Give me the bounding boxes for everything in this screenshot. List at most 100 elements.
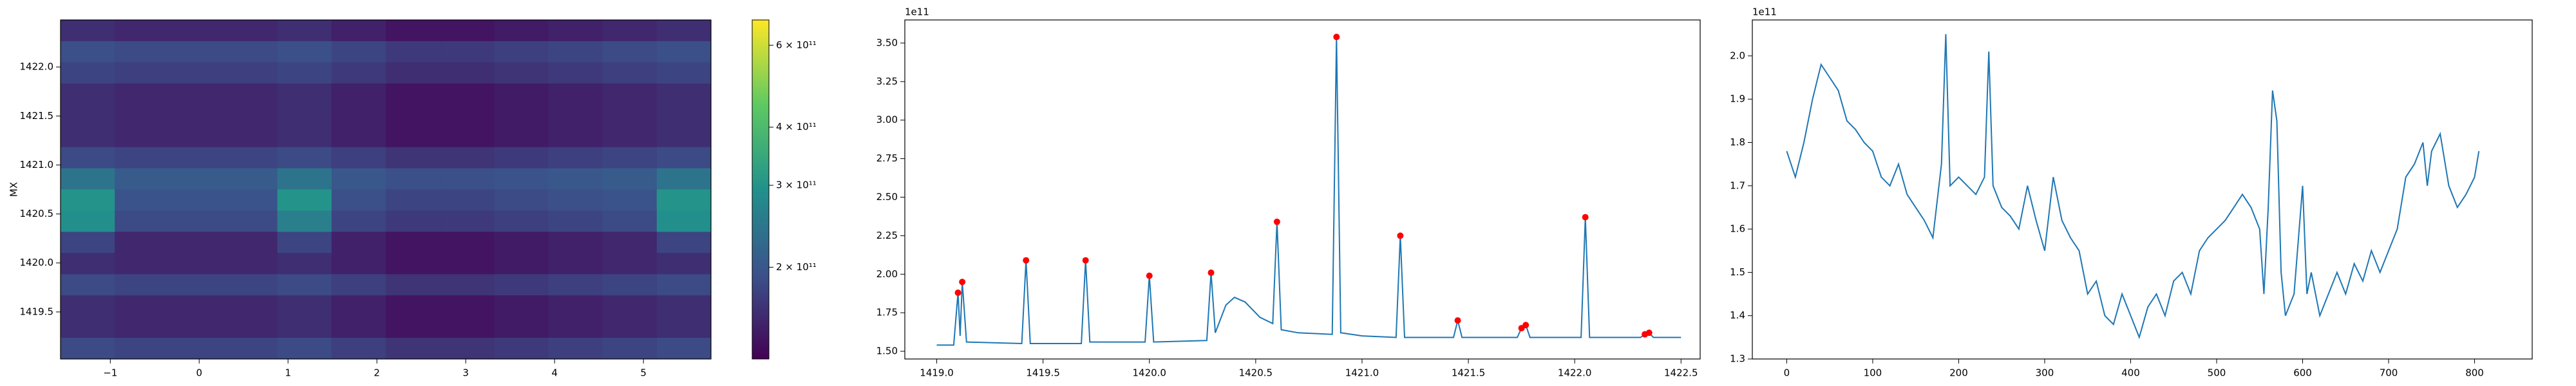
x-tick-label: 1419.5 [1026, 367, 1060, 379]
heatmap-cell [602, 295, 658, 317]
heatmap-cell [61, 104, 115, 127]
heatmap-cell [115, 168, 169, 190]
heatmap-cell [494, 41, 549, 63]
heatmap-cell [277, 317, 332, 338]
x-tick-label: 1421.5 [1452, 367, 1486, 379]
heatmap-cell [656, 125, 712, 148]
heatmap-cell [548, 20, 603, 42]
peak-marker [1397, 232, 1404, 239]
heatmap-cell [440, 168, 495, 190]
heatmap-cell [494, 253, 549, 275]
heatmap-cell [331, 189, 386, 211]
heatmap-cell [440, 295, 495, 317]
heatmap-cell [223, 338, 278, 360]
heatmap-cell [548, 295, 603, 317]
heatmap-cell [656, 168, 712, 190]
heatmap-cell [386, 189, 440, 211]
heatmap-cell [386, 125, 440, 148]
heatmap-cell [440, 338, 495, 360]
y-tick-label: 1.5 [1730, 266, 1745, 278]
heatmap-cell [602, 83, 658, 106]
heatmap-cell [331, 147, 386, 169]
heatmap-cell [223, 62, 278, 84]
heatmap-cell [115, 317, 169, 338]
y-tick-label: 2.25 [876, 230, 898, 241]
heatmap-cell [115, 41, 169, 63]
heatmap-cell [602, 189, 658, 211]
heatmap-cell [223, 147, 278, 169]
colorbar-tick-label: 2 × 10¹¹ [776, 261, 817, 273]
axes-frame [904, 19, 1701, 360]
heatmap-cell [494, 295, 549, 317]
heatmap-cell [277, 104, 332, 127]
heatmap-cell [548, 104, 603, 127]
heatmap-cell [169, 104, 223, 127]
heatmap-cell [115, 274, 169, 296]
heatmap-cell [169, 210, 223, 232]
peak-marker [1146, 272, 1153, 279]
heatmap-cell [331, 317, 386, 338]
x-tick-label: 1421.0 [1345, 367, 1379, 379]
heatmap-cell [331, 62, 386, 84]
heatmap-cell [386, 210, 440, 232]
peak-marker [1208, 269, 1215, 276]
heatmap-cell [602, 41, 658, 63]
heatmap-cell [61, 189, 115, 211]
heatmap-cell [494, 125, 549, 148]
heatmap-cell [440, 125, 495, 148]
heatmap-cell [115, 20, 169, 42]
heatmap-cell [440, 317, 495, 338]
heatmap-cell [494, 147, 549, 169]
line [936, 37, 1681, 346]
heatmap-cell [602, 125, 658, 148]
heatmap-cell [494, 20, 549, 42]
heatmap-cell [277, 253, 332, 275]
heatmap-cell [386, 338, 440, 360]
x-tick-label: 600 [2293, 367, 2312, 379]
heatmap-cell [115, 83, 169, 106]
colorbar-tick-label: 4 × 10¹¹ [776, 121, 817, 133]
heatmap-cell [548, 41, 603, 63]
heatmap-cell [548, 210, 603, 232]
heatmap-cell [223, 232, 278, 253]
heatmap-cell [169, 274, 223, 296]
heatmap-cell [61, 168, 115, 190]
heatmap-cell [656, 20, 712, 42]
heatmap-cell [169, 338, 223, 360]
y-tick-label: 2.75 [876, 152, 898, 164]
colorbar-tick-label: 3 × 10¹¹ [776, 179, 817, 191]
heatmap-cell [386, 253, 440, 275]
heatmap-cell [169, 83, 223, 106]
heatmap-cell [223, 104, 278, 127]
x-tick-label: 1422.5 [1664, 367, 1698, 379]
heatmap-cell [277, 41, 332, 63]
heatmap-cell [386, 62, 440, 84]
heatmap-cell [386, 274, 440, 296]
heatmap-cell [61, 83, 115, 106]
heatmap-cell [169, 317, 223, 338]
colorbar [752, 19, 770, 360]
heatmap-cell [223, 125, 278, 148]
y-tick-label: 1.6 [1730, 223, 1745, 235]
y-tick-label: 1.75 [876, 307, 898, 318]
heatmap-cell [440, 83, 495, 106]
x-tick-label: 3 [462, 367, 469, 379]
heatmap-cell [548, 253, 603, 275]
heatmap-cell [115, 189, 169, 211]
heatmap-cell [169, 253, 223, 275]
heatmap-cell [277, 232, 332, 253]
heatmap-cell [169, 147, 223, 169]
heatmap-cell [223, 189, 278, 211]
heatmap-cell [331, 20, 386, 42]
heatmap-cell [494, 62, 549, 84]
heatmap-cell [331, 125, 386, 148]
x-tick-label: 100 [1864, 367, 1882, 379]
heatmap-cell [602, 232, 658, 253]
heatmap-cell [223, 274, 278, 296]
heatmap-cell [331, 83, 386, 106]
heatmap-cell [223, 41, 278, 63]
x-tick-label: −1 [103, 367, 117, 379]
heatmap-cell [548, 147, 603, 169]
peak-marker [1454, 317, 1461, 324]
peak-marker [1333, 33, 1340, 41]
